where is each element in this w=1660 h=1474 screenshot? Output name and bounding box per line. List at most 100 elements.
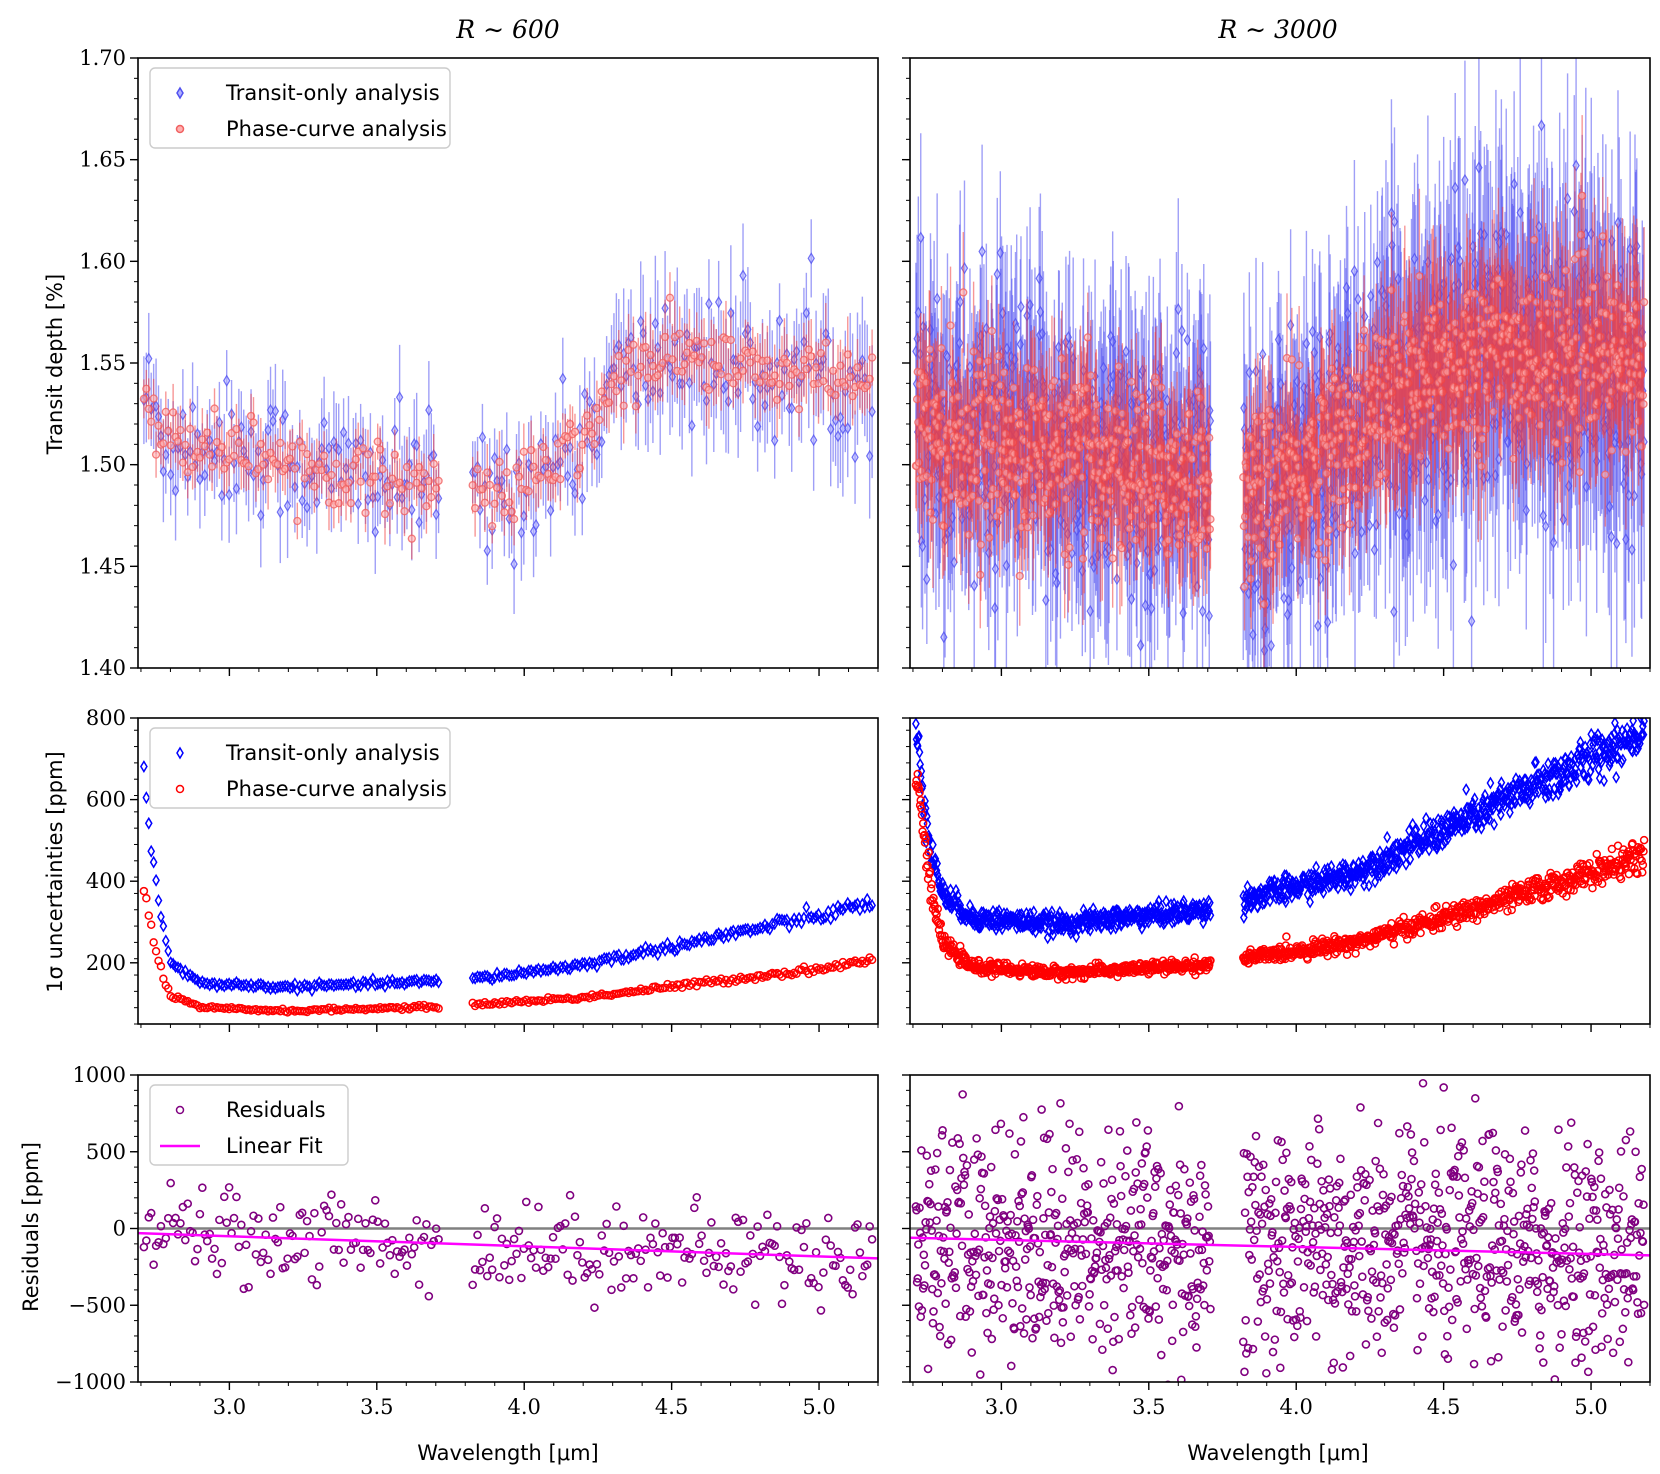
point-transit xyxy=(532,518,540,532)
point-transit xyxy=(960,261,969,275)
point-transit xyxy=(1410,252,1419,266)
point-phase xyxy=(987,326,996,336)
panel-r0-c0: 1.40 1.45 1.50 1.55 1.60 1.65 1.70 Transit-only… xyxy=(79,46,879,680)
point-phase xyxy=(959,288,968,297)
point-phase xyxy=(821,338,830,347)
point-phase xyxy=(434,476,443,486)
point-phase xyxy=(147,417,156,426)
point-transit xyxy=(1434,508,1442,521)
point-transit xyxy=(1013,321,1021,335)
point-phase xyxy=(166,441,175,450)
point-phase xyxy=(1114,362,1123,371)
point-phase xyxy=(1057,354,1066,363)
y-tick-label: 1.45 xyxy=(79,554,126,578)
point-phase xyxy=(327,470,336,480)
point-phase xyxy=(619,401,628,410)
point-phase xyxy=(716,370,726,379)
point-phase xyxy=(1009,383,1018,392)
point-transit xyxy=(1350,264,1359,278)
panels: 1.40 1.45 1.50 1.55 1.60 1.65 1.70 Transit-only… xyxy=(55,46,1651,1419)
point-transit xyxy=(1200,342,1208,355)
point-phase xyxy=(371,472,380,481)
point-transit xyxy=(1449,558,1458,572)
point-phase xyxy=(378,464,387,474)
point-transit xyxy=(276,505,284,519)
point-transit xyxy=(1351,547,1359,560)
point-phase xyxy=(1205,433,1214,442)
x-label-right: Wavelength [μm] xyxy=(1187,1441,1368,1465)
point-transit xyxy=(344,437,353,450)
point-phase xyxy=(400,507,409,516)
point-transit xyxy=(1198,605,1207,618)
y-label-transit-depth: Transit depth [%] xyxy=(43,274,67,455)
point-phase xyxy=(1108,554,1117,563)
point-phase xyxy=(964,530,973,539)
point-phase xyxy=(570,427,580,437)
point-phase xyxy=(290,464,300,473)
point-transit xyxy=(1302,337,1311,350)
point-phase xyxy=(407,534,416,543)
point-phase xyxy=(1157,408,1167,417)
point-phase xyxy=(1022,363,1032,373)
point-phase xyxy=(427,493,436,502)
point-transit xyxy=(578,492,586,505)
y-label-uncertainties: 1σ uncertainties [ppm] xyxy=(43,751,67,992)
legend-box xyxy=(149,67,451,149)
point-transit xyxy=(1017,300,1025,313)
point-transit xyxy=(1542,520,1550,533)
point-phase xyxy=(159,439,168,448)
point-phase xyxy=(500,508,509,517)
point-phase xyxy=(524,487,533,496)
point-phase xyxy=(536,473,546,482)
legend-label: Phase-curve analysis xyxy=(226,117,447,141)
point-phase xyxy=(149,394,158,403)
point-transit xyxy=(1572,159,1580,172)
point-phase xyxy=(1239,521,1249,531)
legend: Transit-only analysis Phase-curve analysi… xyxy=(149,67,451,149)
point-transit xyxy=(705,297,713,310)
point-phase xyxy=(244,461,253,471)
point-transit xyxy=(483,544,491,557)
column-title-r3000: R ∼ 3000 xyxy=(1217,15,1337,44)
point-phase xyxy=(300,474,309,483)
point-transit xyxy=(223,374,231,387)
point-phase xyxy=(519,447,528,456)
point-phase xyxy=(1015,571,1024,581)
point-phase xyxy=(319,451,329,460)
point-phase xyxy=(1023,523,1032,532)
point-transit xyxy=(478,431,487,444)
point-transit xyxy=(1461,173,1469,187)
point-transit xyxy=(145,352,153,365)
point-phase xyxy=(263,475,273,484)
point-phase xyxy=(1247,556,1256,566)
point-phase xyxy=(724,373,733,382)
point-phase xyxy=(1265,421,1275,431)
point-transit xyxy=(1136,639,1145,652)
point-transit xyxy=(1267,639,1275,652)
point-phase xyxy=(332,459,341,468)
legend-label: Transit-only analysis xyxy=(225,81,440,105)
panel-r0-c1 xyxy=(902,57,1651,676)
point-transit xyxy=(510,557,518,571)
point-phase xyxy=(488,521,497,531)
point-transit xyxy=(851,451,859,464)
point-phase xyxy=(151,450,161,459)
point-phase xyxy=(419,469,429,478)
point-phase xyxy=(293,516,302,526)
point-phase xyxy=(925,345,935,354)
y-tick-label: 1.50 xyxy=(79,453,126,477)
point-phase xyxy=(1240,582,1249,591)
point-phase xyxy=(1079,528,1089,537)
point-transit xyxy=(770,434,779,447)
point-phase xyxy=(675,329,684,338)
point-phase xyxy=(1078,554,1088,563)
point-transit xyxy=(933,292,941,305)
column-titles: R ∼ 600 R ∼ 3000 xyxy=(455,15,1337,44)
point-transit xyxy=(1286,318,1295,332)
point-phase xyxy=(276,438,285,448)
point-phase xyxy=(726,335,735,345)
point-phase xyxy=(1287,355,1296,364)
point-transit xyxy=(281,408,289,422)
plot-area xyxy=(139,219,877,615)
point-phase xyxy=(1061,494,1071,504)
